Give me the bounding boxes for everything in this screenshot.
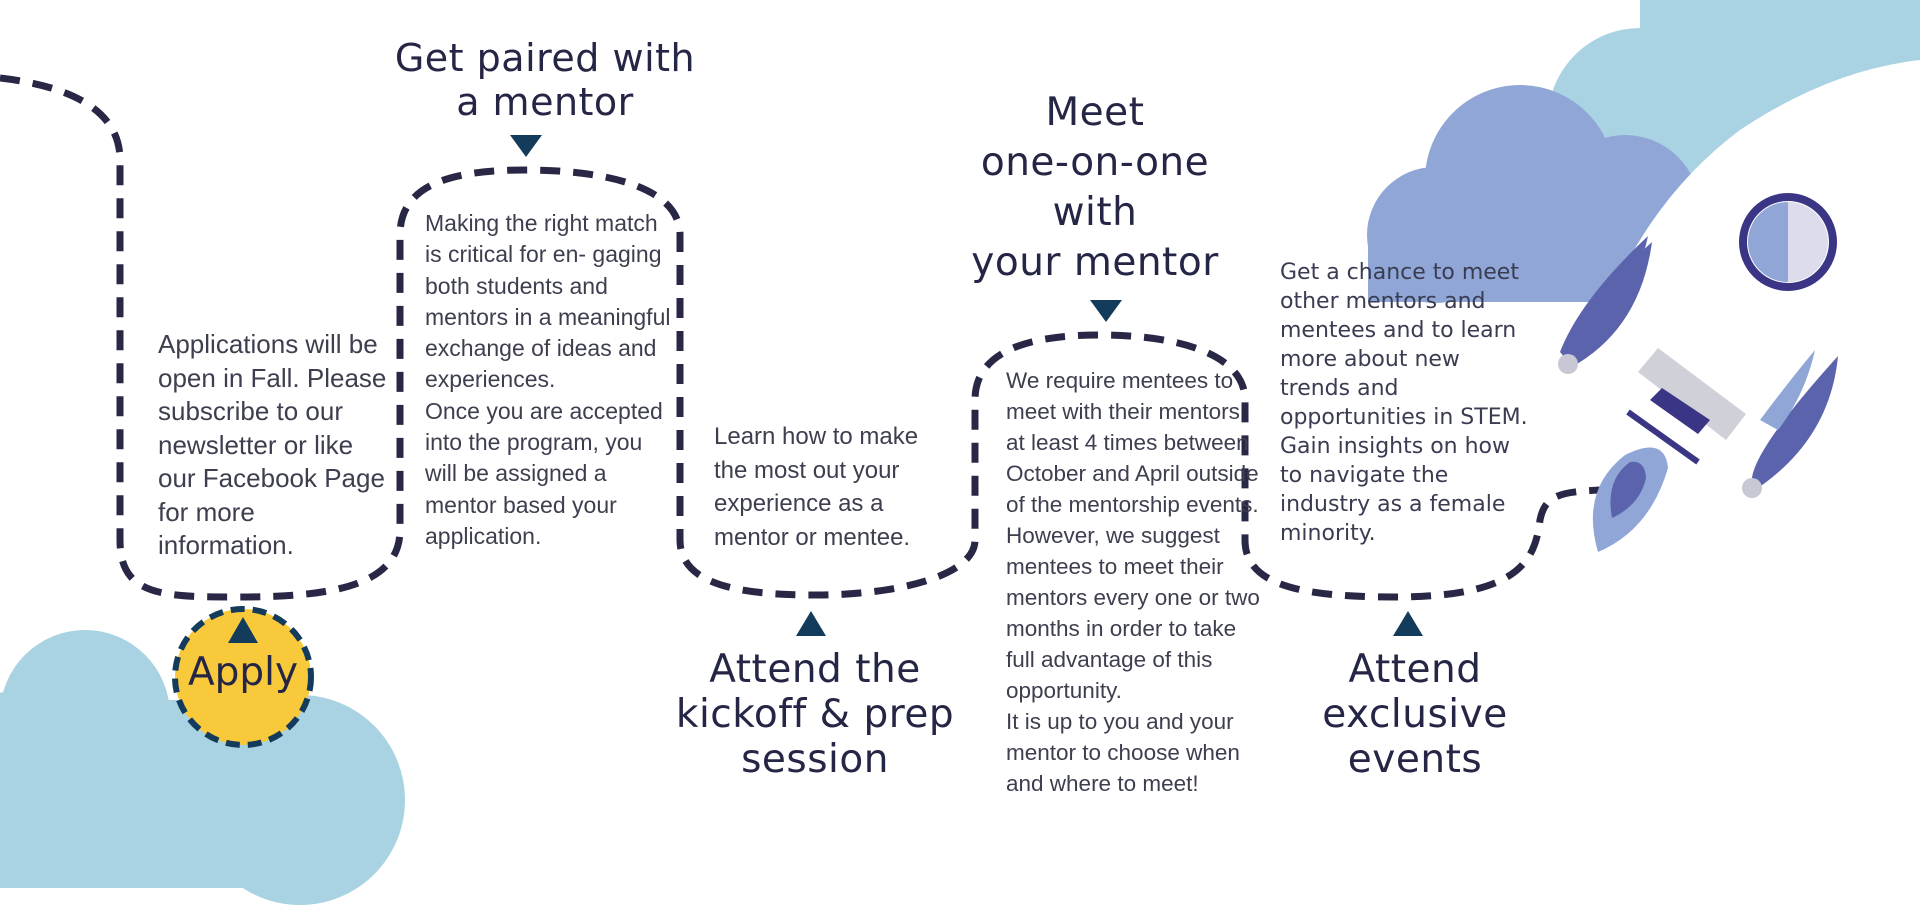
- meet-description-paragraph: We require mentees to meet with their me…: [1006, 368, 1259, 517]
- events-title: Attend exclusive events: [1300, 647, 1530, 782]
- kickoff-description-text: Learn how to make the most out your expe…: [714, 423, 919, 551]
- rocket-icon: [1558, 60, 1920, 552]
- apply-description: Applications will be open in Fall. Pleas…: [158, 328, 388, 563]
- apply-label: Apply: [187, 650, 299, 695]
- events-title-line-2: exclusive: [1322, 692, 1508, 737]
- events-title-line-1: Attend: [1348, 647, 1482, 692]
- roadmap-dashed-path: [0, 74, 1601, 601]
- paired-description-paragraph: Once you are accepted into the program, …: [425, 397, 663, 549]
- apply-circle: [172, 606, 314, 748]
- kickoff-title-line-3: session: [741, 737, 889, 782]
- meet-title-line-3: with: [1052, 190, 1138, 235]
- apply-description-text: Applications will be open in Fall. Pleas…: [158, 329, 387, 560]
- paired-description-paragraph: Making the right match is critical for e…: [425, 210, 671, 393]
- meet-description: We require mentees to meet with their me…: [1006, 365, 1261, 799]
- paired-title-line-1: Get paired with: [394, 36, 696, 80]
- events-description: Get a chance to meet other mentors and m…: [1280, 258, 1535, 548]
- events-description-text: Get a chance to meet other mentors and m…: [1280, 260, 1528, 546]
- paired-title-line-2: a mentor: [456, 80, 634, 124]
- meet-title-line-4: your mentor: [971, 240, 1219, 285]
- kickoff-title: Attend the kickoff & prep session: [650, 647, 980, 782]
- meet-title: Meet one-on-one with your mentor: [940, 88, 1250, 288]
- kickoff-title-line-2: kickoff & prep: [675, 692, 955, 737]
- triangle-arrow-icon: [228, 135, 1423, 643]
- meet-description-paragraph: However, we suggest mentees to meet thei…: [1006, 523, 1260, 703]
- kickoff-title-line-1: Attend the: [709, 647, 921, 692]
- paired-description: Making the right match is critical for e…: [425, 208, 675, 552]
- meet-description-paragraph: It is up to you and your mentor to choos…: [1006, 709, 1240, 796]
- paired-title: Get paired with a mentor: [370, 36, 720, 124]
- kickoff-description: Learn how to make the most out your expe…: [714, 420, 954, 554]
- events-title-line-3: events: [1347, 737, 1483, 782]
- meet-title-line-1: Meet: [1045, 90, 1145, 135]
- meet-title-line-2: one-on-one: [980, 140, 1210, 185]
